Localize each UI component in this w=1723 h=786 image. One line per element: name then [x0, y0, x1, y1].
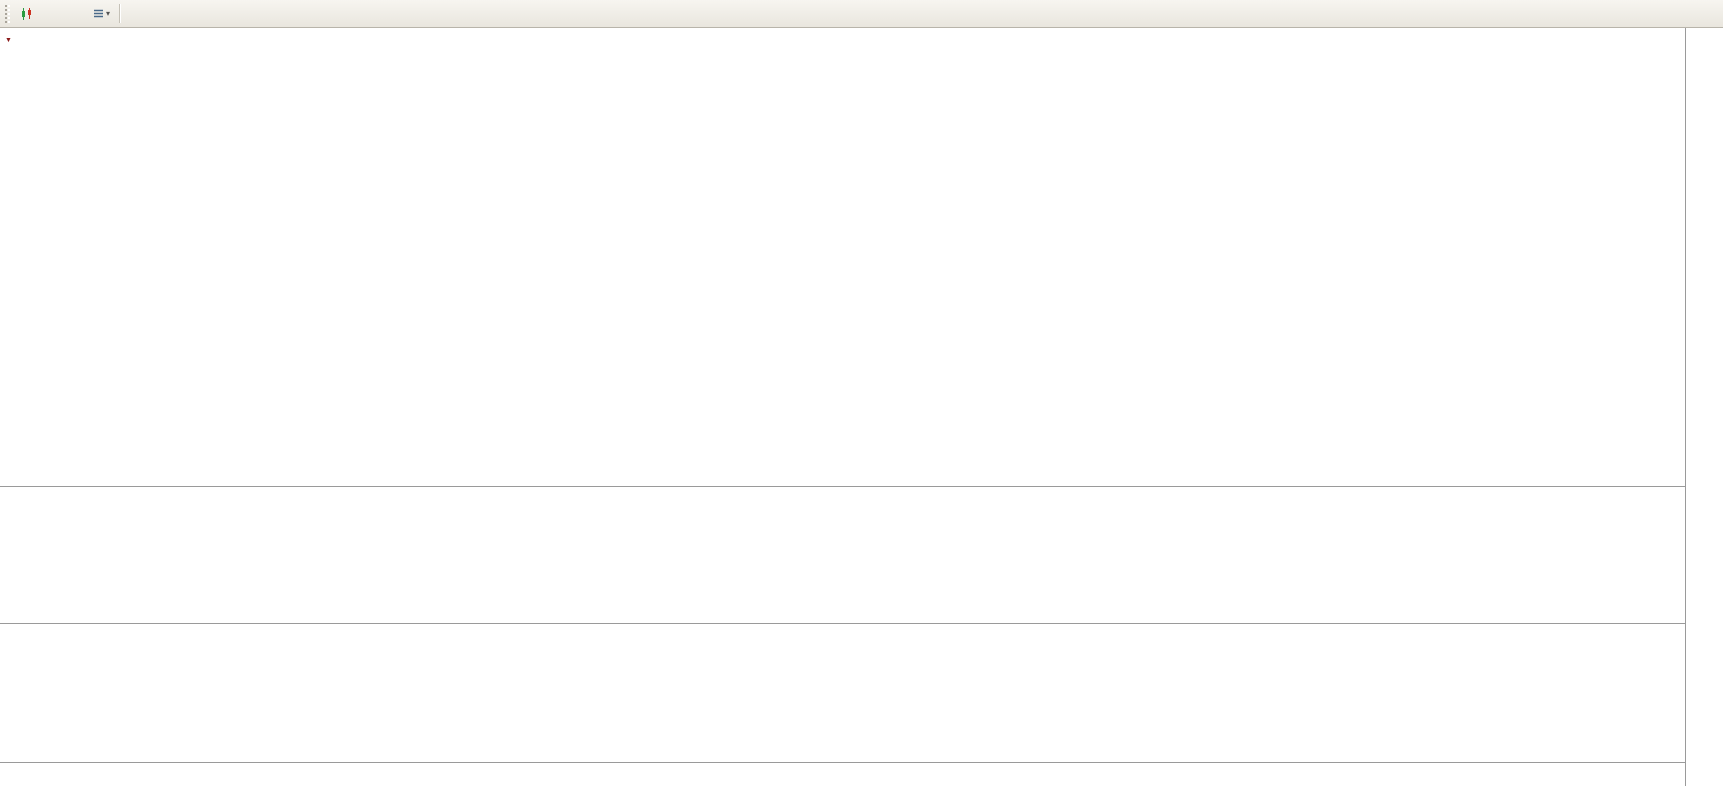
macd-panel[interactable]: [0, 487, 1685, 624]
symbol-marker-icon: ▼: [5, 37, 12, 44]
chart-area: ▼: [0, 28, 1723, 786]
macd-label: [5, 490, 20, 502]
charts-icon: [22, 7, 31, 20]
toolbar-separator: [119, 4, 121, 23]
rsi-panel[interactable]: [0, 624, 1685, 763]
toolbar: ▾: [0, 0, 1723, 28]
charts-button[interactable]: [16, 3, 38, 24]
price-axis[interactable]: [1685, 28, 1723, 786]
rsi-label: [5, 627, 15, 639]
toolbar-dropdown-button[interactable]: ▾: [88, 3, 114, 24]
list-icon: [94, 9, 103, 18]
time-axis[interactable]: [0, 763, 1685, 786]
text-a-button[interactable]: [40, 3, 62, 24]
toolbar-grip[interactable]: [5, 4, 10, 23]
chevron-down-icon: ▾: [106, 9, 111, 18]
chart-title: ▼: [5, 34, 23, 46]
main-chart-panel[interactable]: ▼: [0, 28, 1685, 487]
text-t-button[interactable]: [64, 3, 86, 24]
